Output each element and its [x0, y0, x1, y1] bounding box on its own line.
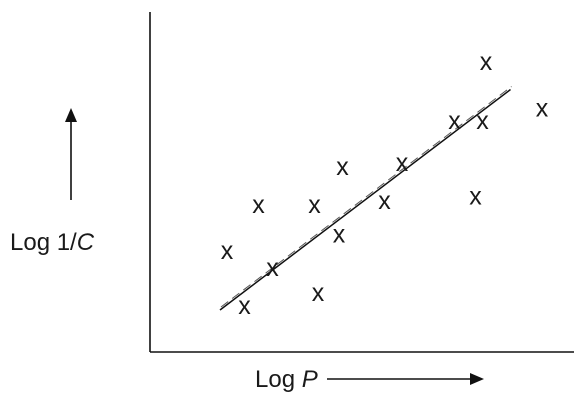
data-point-5: x — [312, 279, 325, 307]
x-axis-variable: P — [302, 366, 318, 393]
y-axis-title: Log 1/C — [10, 229, 95, 256]
data-point-9: x — [378, 187, 391, 215]
data-point-1: x — [221, 237, 234, 265]
regression-line — [219, 88, 511, 311]
y-axis-label: Log 1/C — [10, 108, 95, 256]
data-point-8: x — [336, 153, 349, 181]
x-axis-prefix: Log — [255, 366, 302, 393]
x-axis-label: Log P — [255, 366, 484, 393]
data-point-4: x — [266, 254, 279, 282]
data-point-6: x — [308, 191, 321, 219]
x-axis-title: Log P — [255, 366, 318, 393]
data-point-14: x — [480, 48, 493, 76]
data-point-10: x — [396, 149, 409, 177]
data-point-13: x — [476, 107, 489, 135]
data-point-2: x — [238, 292, 251, 320]
regression-line-dashed — [220, 86, 512, 308]
data-point-3: x — [252, 191, 265, 219]
x-axis-arrow-icon — [470, 373, 484, 385]
y-axis-prefix: Log 1/ — [10, 229, 77, 256]
y-axis-arrow-icon — [65, 108, 77, 122]
regression-group — [219, 86, 512, 311]
data-point-7: x — [333, 220, 346, 248]
y-axis-variable: C — [77, 229, 95, 256]
chart-axes — [149, 12, 574, 353]
data-point-12: x — [469, 183, 482, 211]
data-point-15: x — [536, 94, 549, 122]
data-point-11: x — [448, 107, 461, 135]
